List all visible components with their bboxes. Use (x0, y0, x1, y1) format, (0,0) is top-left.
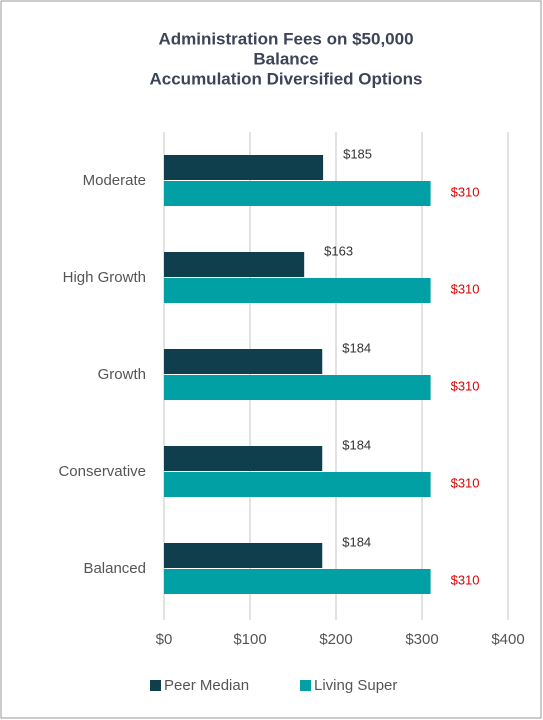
bar (164, 349, 323, 374)
x-tick-label: $0 (156, 631, 173, 648)
value-label: $310 (451, 281, 480, 296)
y-tick-label: Moderate (83, 172, 146, 189)
x-tick-label: $400 (491, 631, 524, 648)
x-tick-label: $100 (233, 631, 266, 648)
bar (164, 252, 305, 277)
y-tick-label: Balanced (83, 560, 146, 577)
value-label: $184 (342, 340, 371, 355)
value-label: $184 (342, 534, 371, 549)
y-tick-label: High Growth (63, 269, 146, 286)
value-label: $310 (451, 475, 480, 490)
value-label: $310 (451, 572, 480, 587)
bar (164, 278, 431, 303)
bar (164, 472, 431, 497)
value-label: $163 (324, 243, 353, 258)
value-label: $310 (451, 378, 480, 393)
value-label: $184 (342, 437, 371, 452)
x-tick-label: $200 (319, 631, 352, 648)
y-tick-label: Conservative (58, 463, 146, 480)
legend-label: Living Super (314, 677, 397, 694)
value-label: $310 (451, 184, 480, 199)
bar (164, 155, 324, 180)
chart-title: Administration Fees on $50,000 (158, 29, 413, 48)
bar (164, 446, 323, 471)
value-label: $185 (343, 146, 372, 161)
legend-swatch (150, 680, 161, 691)
chart-title: Accumulation Diversified Options (150, 69, 423, 88)
x-tick-label: $300 (405, 631, 438, 648)
bar (164, 569, 431, 594)
legend-swatch (300, 680, 311, 691)
bar (164, 543, 323, 568)
legend-label: Peer Median (164, 677, 249, 694)
bar (164, 375, 431, 400)
bar (164, 181, 431, 206)
y-tick-label: Growth (98, 366, 146, 383)
chart-title: Balance (253, 49, 318, 68)
